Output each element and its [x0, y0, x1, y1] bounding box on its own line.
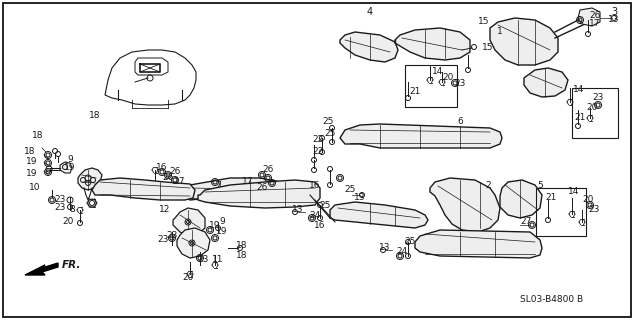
Text: 23: 23 [55, 196, 66, 204]
Text: 15: 15 [478, 18, 489, 27]
Text: 8: 8 [69, 205, 75, 214]
Text: 13: 13 [379, 244, 391, 252]
Text: 14: 14 [568, 188, 579, 196]
Text: 13: 13 [354, 194, 366, 203]
Text: 23: 23 [157, 236, 169, 244]
Text: FR.: FR. [62, 260, 81, 270]
Bar [405, 65, 457, 107]
Text: 23: 23 [197, 255, 209, 265]
Polygon shape [198, 180, 320, 208]
Polygon shape [60, 162, 72, 173]
Text: 22: 22 [313, 135, 323, 145]
Text: 24: 24 [396, 247, 408, 257]
Text: 25: 25 [344, 186, 356, 195]
Text: 21: 21 [410, 87, 421, 97]
Text: 20: 20 [443, 74, 454, 83]
Polygon shape [340, 32, 398, 62]
Text: 17: 17 [589, 20, 601, 28]
Text: 26: 26 [169, 167, 181, 177]
Text: 21: 21 [574, 114, 586, 123]
Polygon shape [185, 178, 310, 200]
Text: 19: 19 [216, 228, 228, 236]
Polygon shape [524, 68, 568, 97]
Polygon shape [173, 208, 205, 236]
Text: 23: 23 [592, 93, 604, 102]
Polygon shape [490, 18, 558, 65]
Text: 3: 3 [611, 7, 617, 17]
Text: 19: 19 [26, 157, 38, 166]
Text: 9: 9 [67, 156, 73, 164]
Polygon shape [578, 8, 600, 26]
Text: 18: 18 [236, 251, 248, 260]
Text: 2: 2 [485, 180, 491, 189]
Text: 23: 23 [166, 230, 178, 239]
Text: 5: 5 [537, 180, 543, 189]
Text: 19: 19 [209, 220, 221, 229]
Text: 11: 11 [212, 255, 224, 265]
Text: 7: 7 [215, 180, 221, 189]
Text: SL03-B4800 B: SL03-B4800 B [520, 295, 583, 305]
Bar [572, 88, 618, 138]
Text: 4: 4 [367, 7, 373, 17]
Text: 18: 18 [236, 242, 248, 251]
Text: 26: 26 [262, 165, 274, 174]
Text: 19: 19 [64, 164, 75, 172]
Polygon shape [415, 230, 542, 258]
Polygon shape [340, 124, 502, 148]
Polygon shape [330, 202, 428, 228]
Text: 20: 20 [582, 196, 593, 204]
Polygon shape [92, 178, 195, 200]
Text: 26: 26 [256, 183, 268, 193]
Bar [536, 188, 586, 236]
Text: 16: 16 [156, 164, 168, 172]
Text: 18: 18 [24, 148, 36, 156]
Polygon shape [25, 263, 58, 275]
Text: 10: 10 [29, 183, 41, 193]
Text: 25: 25 [404, 237, 416, 246]
Text: 14: 14 [432, 68, 444, 76]
Polygon shape [430, 178, 500, 232]
Text: 25: 25 [325, 129, 335, 138]
Polygon shape [500, 180, 542, 218]
Text: 27: 27 [521, 218, 532, 227]
Text: 12: 12 [159, 205, 171, 214]
Polygon shape [177, 228, 210, 258]
Text: 23: 23 [55, 204, 66, 212]
Text: 17: 17 [242, 178, 254, 187]
Text: 18: 18 [32, 131, 44, 140]
Text: 22: 22 [313, 148, 323, 156]
Text: 25: 25 [320, 201, 331, 210]
Text: 23: 23 [588, 205, 600, 214]
Text: 16: 16 [309, 180, 321, 189]
Text: 15: 15 [482, 44, 494, 52]
Text: 16: 16 [314, 220, 326, 229]
Text: 6: 6 [457, 117, 463, 126]
Polygon shape [78, 168, 102, 190]
Text: 1: 1 [497, 28, 503, 36]
Text: 13: 13 [292, 205, 304, 214]
Text: 25: 25 [322, 117, 333, 126]
Text: 20: 20 [183, 274, 194, 283]
Text: 18: 18 [89, 110, 101, 119]
Text: 24: 24 [309, 211, 321, 220]
Text: 9: 9 [219, 218, 225, 227]
Text: 26: 26 [162, 173, 174, 182]
Text: 21: 21 [545, 194, 557, 203]
Text: 26: 26 [590, 11, 600, 20]
Text: 19: 19 [26, 169, 38, 178]
Text: 20: 20 [62, 218, 74, 227]
Text: 23: 23 [455, 78, 466, 87]
Text: 14: 14 [573, 85, 585, 94]
Text: 13: 13 [608, 15, 620, 25]
Text: 17: 17 [174, 178, 186, 187]
Text: 20: 20 [586, 103, 598, 113]
Polygon shape [395, 28, 470, 60]
